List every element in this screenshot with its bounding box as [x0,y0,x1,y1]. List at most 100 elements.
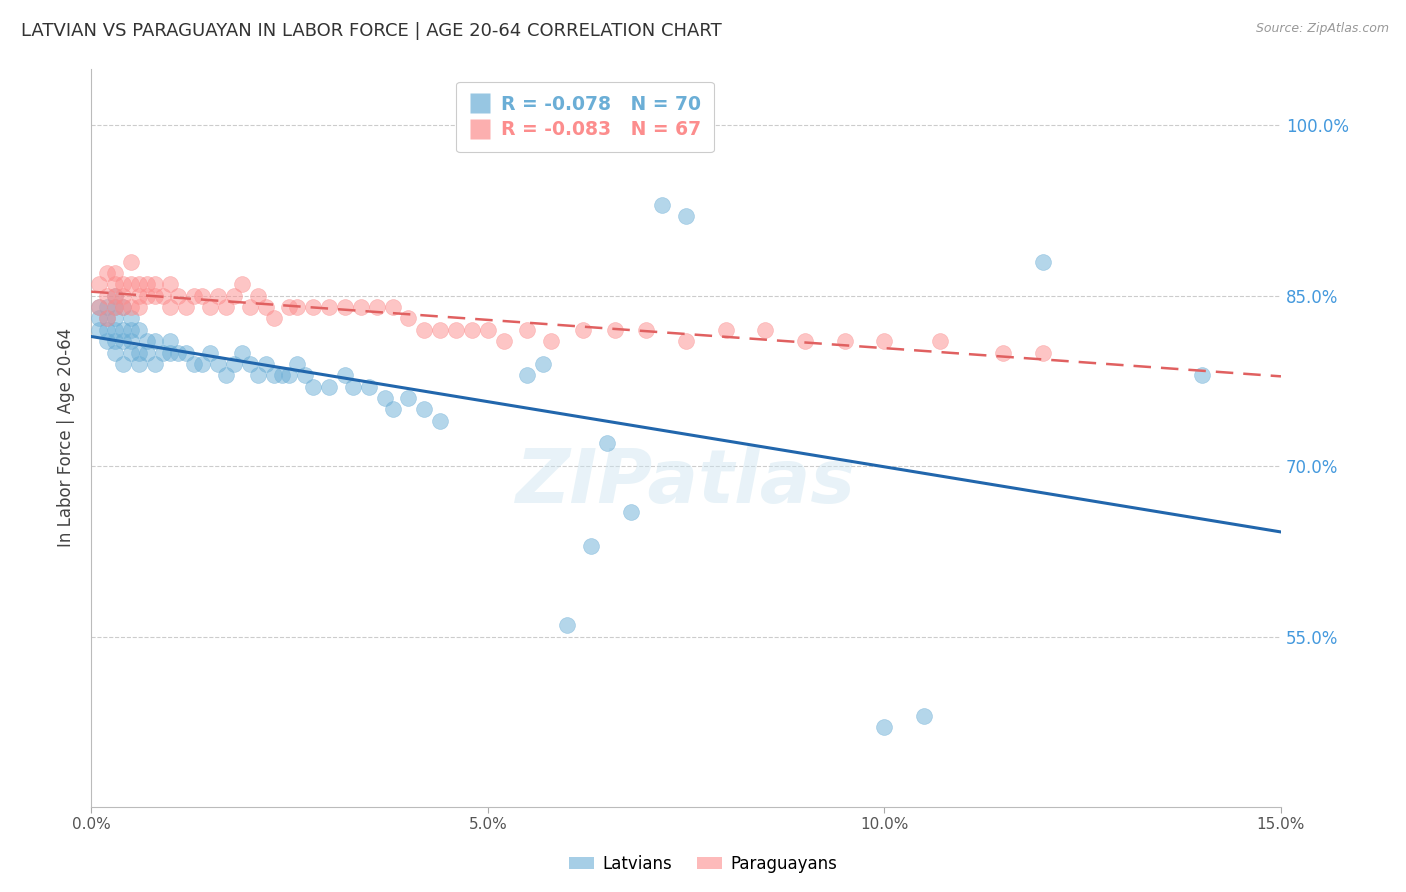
Point [96,300,118,314]
Point [128,357,150,371]
Point [87,323,110,337]
Point [143,357,166,371]
Point [96,323,118,337]
Point [1032,254,1054,268]
Point [207,357,229,371]
Point [492,334,515,348]
Point [111,334,134,348]
Point [381,300,404,314]
Point [87,300,110,314]
Point [111,300,134,314]
Point [207,289,229,303]
Point [143,334,166,348]
Point [120,323,142,337]
Point [104,300,127,314]
Point [1032,345,1054,359]
Point [183,357,205,371]
Point [287,357,309,371]
Point [231,277,253,292]
Point [278,300,301,314]
Point [96,266,118,280]
Point [104,334,127,348]
Point [254,300,277,314]
Point [183,289,205,303]
Point [318,300,340,314]
Point [159,334,181,348]
Point [619,505,641,519]
Point [263,311,285,326]
Point [873,334,896,348]
Point [143,289,166,303]
Point [215,300,238,314]
Point [357,379,380,393]
Legend: Latvians, Paraguayans: Latvians, Paraguayans [562,848,844,880]
Point [135,334,157,348]
Point [1191,368,1213,383]
Point [96,311,118,326]
Point [120,334,142,348]
Point [651,198,673,212]
Point [120,345,142,359]
Point [834,334,856,348]
Point [128,323,150,337]
Point [128,345,150,359]
Point [873,721,896,735]
Point [794,334,817,348]
Point [87,277,110,292]
Point [603,323,626,337]
Point [143,277,166,292]
Point [254,357,277,371]
Point [120,311,142,326]
Point [231,345,253,359]
Point [555,618,578,632]
Legend: R = -0.078   N = 70, R = -0.083   N = 67: R = -0.078 N = 70, R = -0.083 N = 67 [456,81,714,153]
Point [516,368,538,383]
Point [87,311,110,326]
Point [167,345,190,359]
Y-axis label: In Labor Force | Age 20-64: In Labor Force | Age 20-64 [58,328,75,548]
Point [104,311,127,326]
Point [191,289,214,303]
Point [531,357,554,371]
Point [104,289,127,303]
Point [87,300,110,314]
Point [675,334,697,348]
Point [278,368,301,383]
Point [120,254,142,268]
Point [159,300,181,314]
Point [675,209,697,223]
Text: ZIPatlas: ZIPatlas [516,446,856,518]
Point [374,391,396,405]
Point [381,402,404,417]
Point [111,277,134,292]
Point [429,323,451,337]
Point [396,391,419,405]
Point [342,379,364,393]
Point [636,323,658,337]
Point [96,334,118,348]
Point [104,266,127,280]
Point [96,311,118,326]
Point [912,709,935,723]
Point [176,300,198,314]
Point [318,379,340,393]
Point [198,300,221,314]
Point [246,368,269,383]
Point [135,345,157,359]
Point [287,300,309,314]
Point [993,345,1015,359]
Point [111,300,134,314]
Point [111,323,134,337]
Point [104,277,127,292]
Point [152,289,174,303]
Point [152,345,174,359]
Point [294,368,316,383]
Point [198,345,221,359]
Point [246,289,269,303]
Point [263,368,285,383]
Point [111,357,134,371]
Point [366,300,388,314]
Point [104,300,127,314]
Point [176,345,198,359]
Point [104,289,127,303]
